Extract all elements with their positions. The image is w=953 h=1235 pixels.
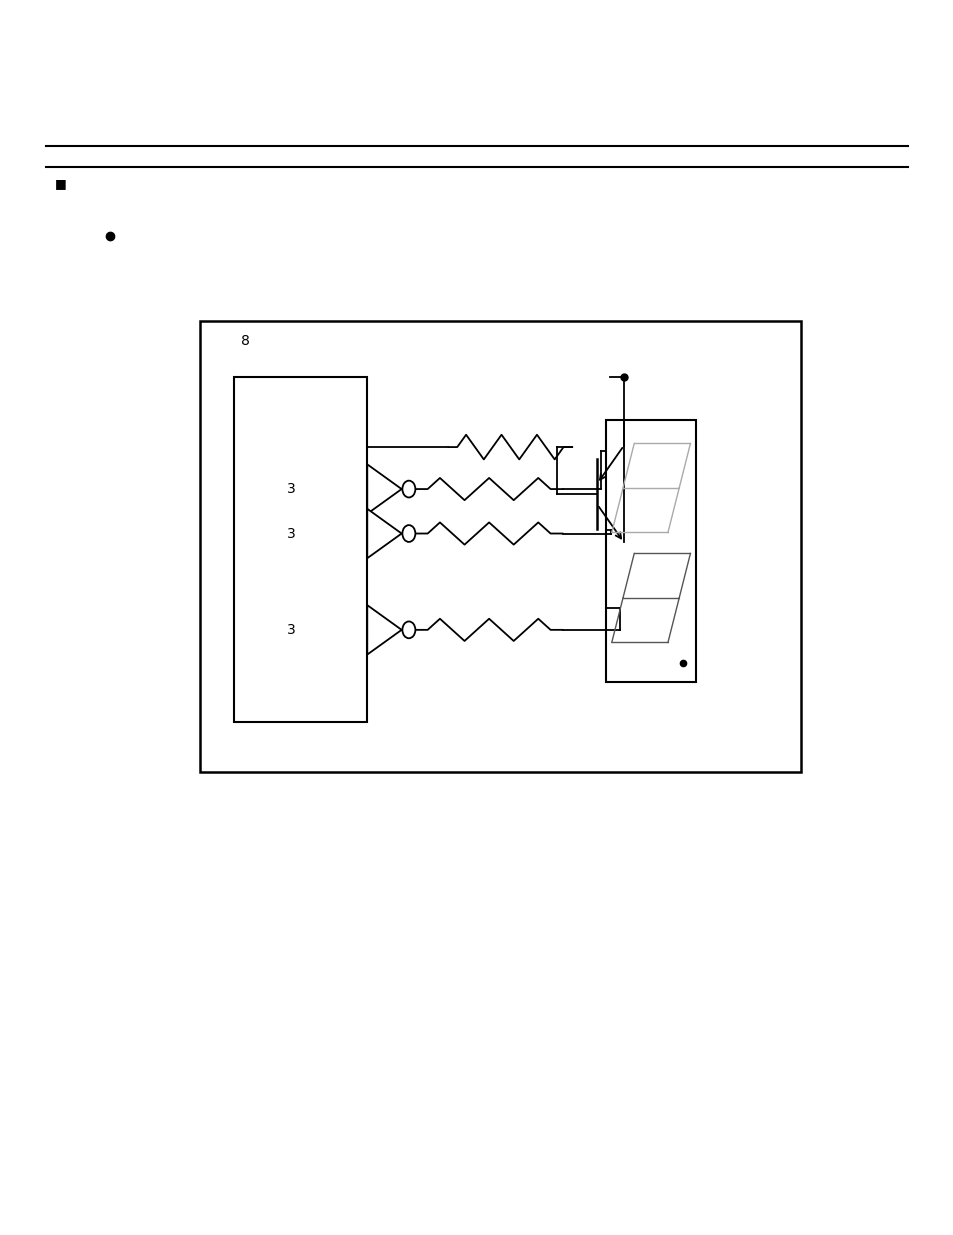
Polygon shape xyxy=(367,464,401,514)
Circle shape xyxy=(402,525,415,542)
Bar xyxy=(233,377,367,722)
Text: 3: 3 xyxy=(287,526,295,541)
Bar xyxy=(200,321,801,772)
Bar xyxy=(605,420,696,682)
Text: ■: ■ xyxy=(54,178,66,190)
Circle shape xyxy=(402,621,415,638)
Polygon shape xyxy=(367,605,401,655)
Circle shape xyxy=(402,480,415,498)
Text: 3: 3 xyxy=(287,482,295,496)
Text: 3: 3 xyxy=(287,622,295,637)
Polygon shape xyxy=(367,509,401,558)
Text: 8: 8 xyxy=(241,335,250,348)
